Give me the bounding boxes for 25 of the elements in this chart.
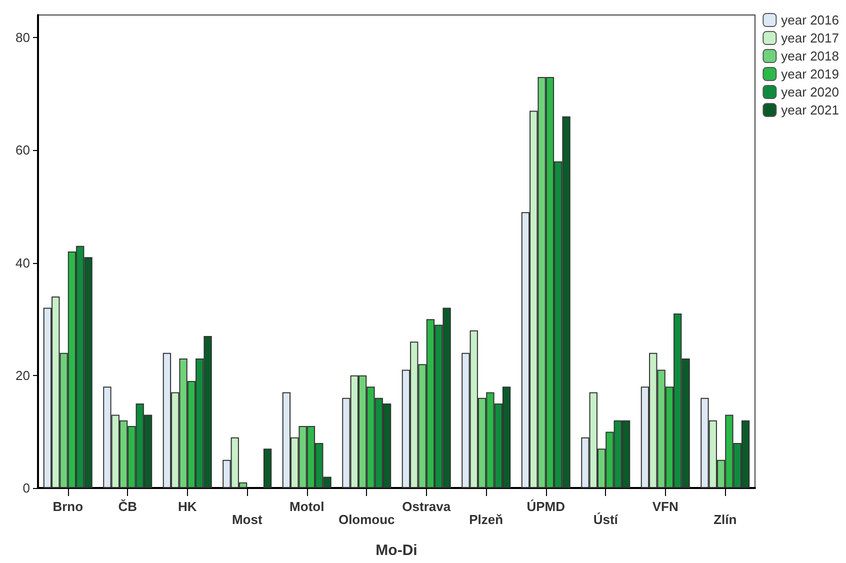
y-tick-label: 40 xyxy=(16,255,30,270)
legend-label: year 2021 xyxy=(781,102,840,118)
legend-label: year 2016 xyxy=(781,12,840,28)
x-tick-label: Plzeň xyxy=(469,512,504,527)
x-tick-label: VFN xyxy=(652,499,678,514)
x-tick-label: HK xyxy=(178,499,198,514)
legend-label: year 2019 xyxy=(781,66,840,82)
y-tick-label: 60 xyxy=(16,142,30,158)
x-tick-label: Most xyxy=(232,512,263,527)
x-tick-label: Zlín xyxy=(714,512,737,527)
x-axis-title: Mo-Di xyxy=(376,542,418,559)
x-tick-label: Brno xyxy=(52,499,84,514)
x-tick-label: ÚPMD xyxy=(526,499,566,514)
x-tick-label: Ostrava xyxy=(402,499,452,514)
legend-label: year 2017 xyxy=(781,30,840,46)
legend-label: year 2018 xyxy=(781,48,840,64)
bar xyxy=(263,448,272,488)
x-tick-label: ČB xyxy=(118,499,138,514)
y-tick-label: 20 xyxy=(16,368,30,383)
x-tick-label: Ústí xyxy=(593,512,618,527)
y-tick-label: 0 xyxy=(22,480,30,496)
legend-label: year 2020 xyxy=(781,84,840,100)
x-tick-label: Motol xyxy=(290,499,324,514)
y-tick-label: 80 xyxy=(16,30,30,46)
x-tick-label: Olomouc xyxy=(338,512,395,527)
